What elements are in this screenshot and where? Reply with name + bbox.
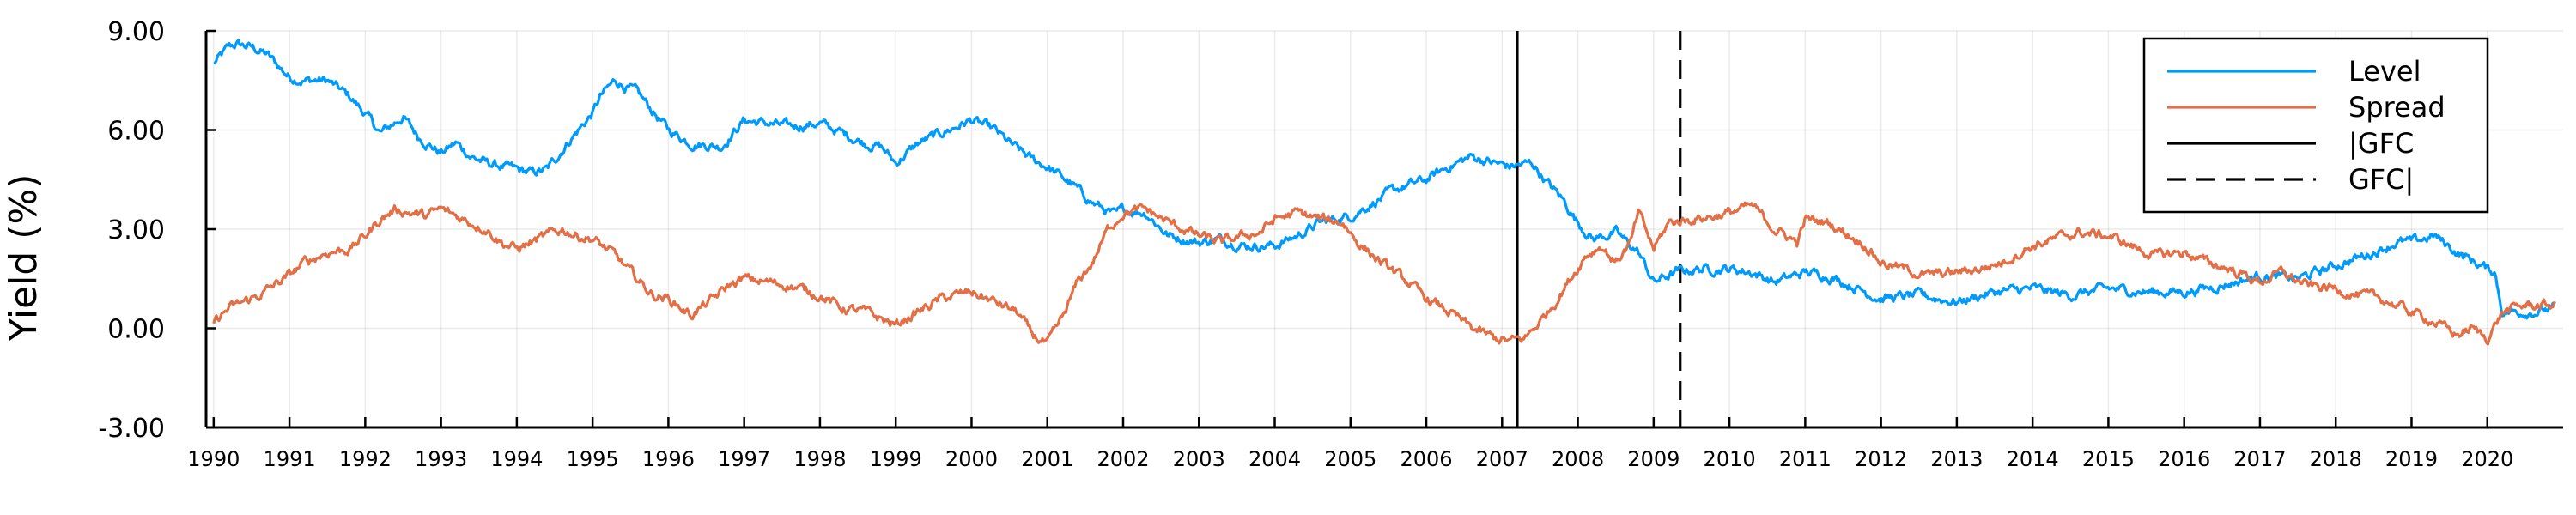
x-tick-label: 2017: [2233, 447, 2286, 471]
x-tick-label: 2019: [2385, 447, 2438, 471]
x-tick-labels: 1990 1991 1992 1993 1994 1995 1996 1997 1998 1999…: [187, 447, 2513, 471]
y-tick-labels: -3.00 0.00 3.00 6.00 9.00: [98, 17, 165, 444]
x-tick-label: 2002: [1097, 447, 1149, 471]
x-tick-label: 2010: [1704, 447, 1756, 471]
axes: [204, 29, 2563, 429]
y-tick-label: 6.00: [107, 117, 165, 147]
x-tick-label: 1991: [264, 447, 316, 471]
x-tick-label: 2016: [2158, 447, 2210, 471]
x-tick-label: 2012: [1855, 447, 1907, 471]
y-tick-label: -3.00: [98, 414, 165, 444]
x-tick-label: 2006: [1400, 447, 1453, 471]
x-tick-label: 2004: [1249, 447, 1301, 471]
x-tick-label: 1993: [415, 447, 467, 471]
series-line-level: [213, 39, 2556, 320]
x-tick-label: 2007: [1476, 447, 1528, 471]
y-tick-label: 3.00: [107, 215, 165, 245]
x-tick-label: 1999: [870, 447, 922, 471]
x-tick-label: 1992: [339, 447, 392, 471]
x-tick-label: 1996: [642, 447, 695, 471]
x-tick-label: 2014: [2007, 447, 2059, 471]
vertical-reference-lines: [1516, 31, 1682, 427]
y-tick-label: 0.00: [107, 315, 165, 345]
x-tick-label: 2009: [1627, 447, 1680, 471]
x-tick-label: 2005: [1324, 447, 1376, 471]
x-tick-label: 2001: [1021, 447, 1073, 471]
y-tick-label: 9.00: [107, 17, 165, 47]
x-tick-label: 2003: [1173, 447, 1225, 471]
x-tick-label: 1995: [567, 447, 619, 471]
x-tick-label: 1990: [187, 447, 240, 471]
legend-box: [2142, 37, 2489, 214]
x-tick-label: 1997: [718, 447, 770, 471]
legend-label: Level: [2348, 55, 2421, 88]
grid: [206, 30, 2563, 428]
x-tick-label: 2000: [945, 447, 998, 471]
x-tick-label: 2013: [1930, 447, 1983, 471]
x-tick-label: 2008: [1552, 447, 1604, 471]
x-tick-label: 1998: [793, 447, 846, 471]
x-tick-label: 2015: [2082, 447, 2135, 471]
x-tick-label: 2011: [1779, 447, 1832, 471]
legend-label: |GFC: [2348, 127, 2414, 160]
y-axis-title: Yield (%): [2, 174, 46, 342]
x-tick-label: 2020: [2461, 447, 2513, 471]
legend-label: GFC|: [2348, 163, 2414, 196]
x-tick-label: 2018: [2310, 447, 2362, 471]
series-lines: [212, 39, 2556, 346]
legend-label: Spread: [2348, 91, 2445, 124]
series-line-spread: [212, 201, 2556, 346]
x-tick-label: 1994: [490, 447, 543, 471]
